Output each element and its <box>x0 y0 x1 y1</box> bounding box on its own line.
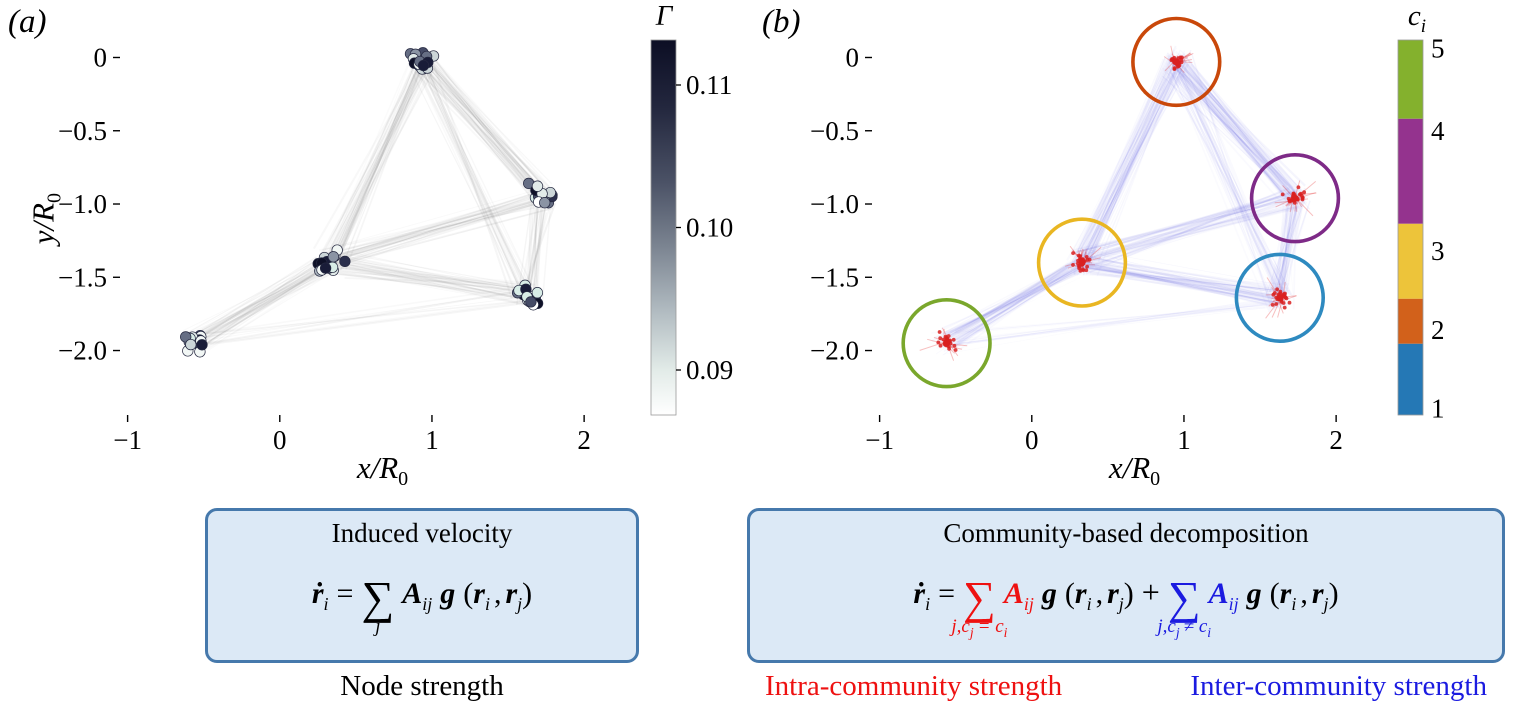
svg-text:2: 2 <box>1329 425 1343 455</box>
svg-text:2: 2 <box>1431 315 1445 345</box>
induced-velocity-box: Induced velocity ṙi = ∑ j Aij g (ri, rj) <box>205 508 639 663</box>
x-axis-label-b: x/R0 <box>1108 450 1161 491</box>
eq-a-sum: ∑ j <box>361 572 395 637</box>
eq-a-equals: = <box>336 577 354 610</box>
eq-a-lhs: ṙi <box>311 577 329 614</box>
svg-text:0: 0 <box>1025 425 1039 455</box>
panel-b-label: (b) <box>762 4 801 40</box>
svg-text:0.11: 0.11 <box>686 70 732 100</box>
eq-b-g2: g <box>1246 577 1262 610</box>
intra-community-caption: Intra-community strength <box>765 670 1063 702</box>
svg-text:1: 1 <box>1431 394 1445 424</box>
svg-text:1: 1 <box>425 425 439 455</box>
eq-b-inter-sum: ∑ j,cj ≠ ci <box>1157 572 1212 640</box>
svg-text:−2.0: −2.0 <box>810 336 859 366</box>
svg-text:−1.5: −1.5 <box>810 262 859 292</box>
eq-b-lhs: ṙi <box>913 577 931 614</box>
community-circle-5 <box>901 298 992 389</box>
eq-b-args2: (ri, rj) <box>1269 577 1339 614</box>
colorbar-a-label: Γ <box>655 0 673 32</box>
svg-text:−1: −1 <box>865 425 894 455</box>
svg-text:0: 0 <box>273 425 287 455</box>
eq-a-A: Aij <box>402 577 433 614</box>
y-axis-label-a: y/R0 <box>25 192 66 245</box>
community-circle-1 <box>1234 252 1326 343</box>
svg-text:−1.0: −1.0 <box>810 189 859 219</box>
svg-text:5: 5 <box>1431 34 1445 64</box>
eq-b-args1: (ri, rj) <box>1064 577 1134 614</box>
community-circle-2 <box>1131 16 1222 108</box>
panel-a-edges <box>181 46 557 355</box>
community-circle-3 <box>1036 217 1128 308</box>
community-decomposition-box: Community-based decomposition ṙi = ∑ j,cj… <box>747 508 1505 663</box>
colorbar-b-label: ci <box>1407 0 1427 37</box>
svg-text:0: 0 <box>94 42 108 72</box>
panel-a-label: (a) <box>8 4 47 40</box>
svg-text:−1.0: −1.0 <box>58 189 107 219</box>
community-circle-4 <box>1249 152 1341 244</box>
svg-text:−2.0: −2.0 <box>58 336 107 366</box>
inter-community-caption: Inter-community strength <box>1190 670 1487 702</box>
colorbar-b: 5 4 3 2 1 <box>1397 34 1445 424</box>
svg-text:0.09: 0.09 <box>686 355 733 385</box>
panel-a-axes: −1 0 1 2 0 −0.5 −1.0 −1.5 −2.0 <box>58 42 591 455</box>
eq-b-inter-A: Aij <box>1208 577 1239 614</box>
eq-a-args: (ri, rj) <box>463 577 533 614</box>
svg-text:−1: −1 <box>113 425 142 455</box>
box-a-equation: ṙi = ∑ j Aij g (ri, rj) <box>208 565 636 637</box>
eq-b-plus: + <box>1141 574 1160 610</box>
eq-b-intra-sum: ∑ j,cj = ci <box>951 572 1008 640</box>
eq-b-intra-A: Aij <box>1003 577 1034 614</box>
eq-a-g: g <box>440 577 456 610</box>
panel-b-axes: −1 0 1 2 0 −0.5 −1.0 −1.5 −2.0 <box>810 42 1343 455</box>
node-strength-caption: Node strength <box>340 670 504 702</box>
eq-b-equals: = <box>938 577 956 610</box>
svg-text:3: 3 <box>1431 236 1445 266</box>
svg-text:2: 2 <box>577 425 591 455</box>
svg-text:0.10: 0.10 <box>686 213 733 243</box>
svg-text:−0.5: −0.5 <box>58 116 107 146</box>
svg-text:0: 0 <box>846 42 860 72</box>
svg-text:4: 4 <box>1431 116 1445 146</box>
panel-a-nodes <box>180 47 558 358</box>
svg-text:1: 1 <box>1177 425 1191 455</box>
box-b-title: Community-based decomposition <box>943 518 1309 548</box>
panel-b-community-circles <box>901 16 1341 389</box>
colorbar-a: 0.11 0.10 0.09 <box>650 39 733 416</box>
x-axis-label-a: x/R0 <box>356 450 409 491</box>
svg-text:−1.5: −1.5 <box>58 262 107 292</box>
box-b-equation: ṙi = ∑ j,cj = ci Aij g (ri, rj) + ∑ j,cj ≠ ci… <box>750 565 1502 640</box>
svg-text:−0.5: −0.5 <box>810 116 859 146</box>
box-a-title: Induced velocity <box>331 518 513 548</box>
panel-b-nodes <box>936 55 1306 352</box>
eq-b-g1: g <box>1041 577 1057 610</box>
